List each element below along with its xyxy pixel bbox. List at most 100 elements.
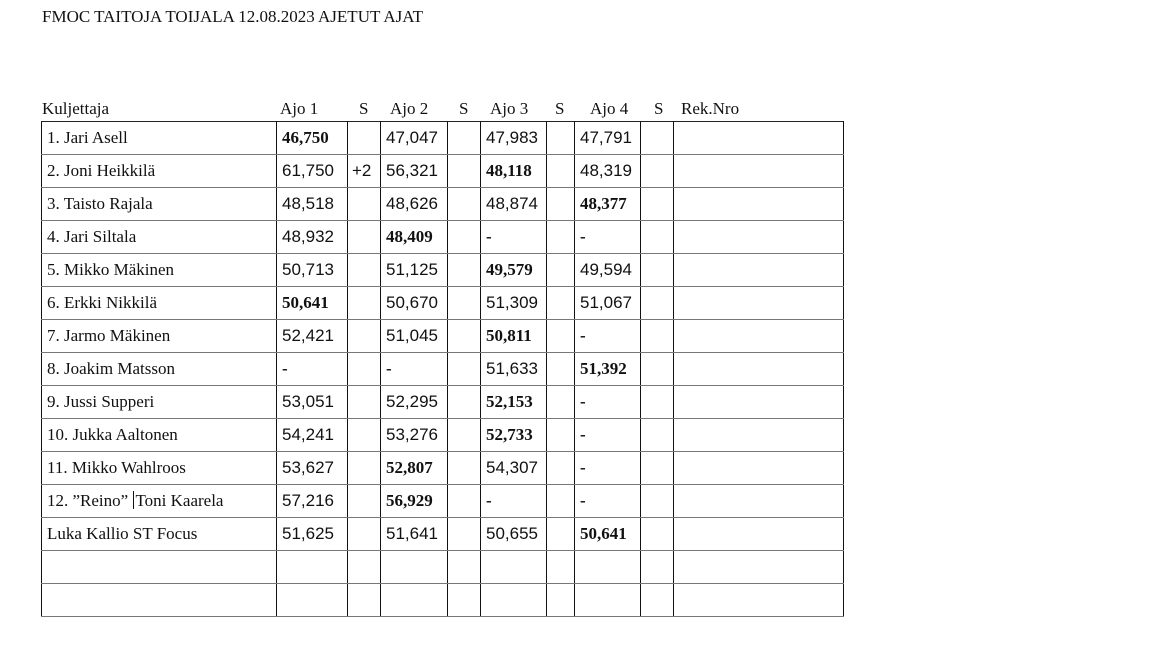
ajo-1-cell[interactable]: 57,216	[276, 484, 348, 518]
s-2-cell[interactable]	[447, 154, 481, 188]
ajo-3-cell[interactable]: 52,153	[480, 385, 547, 419]
ajo-3-cell[interactable]: 50,811	[480, 319, 547, 353]
s-1-cell[interactable]	[347, 220, 381, 254]
ajo-2-cell[interactable]: 51,641	[380, 517, 448, 551]
s-2-cell[interactable]	[447, 484, 481, 518]
driver-cell[interactable]	[41, 550, 277, 584]
s-3-cell[interactable]	[546, 583, 575, 617]
ajo-3-cell[interactable]	[480, 550, 547, 584]
ajo-3-cell[interactable]: 50,655	[480, 517, 547, 551]
ajo-4-cell[interactable]: 48,377	[574, 187, 641, 221]
s-2-cell[interactable]	[447, 550, 481, 584]
rek-nro-cell[interactable]	[673, 418, 844, 452]
ajo-1-cell[interactable]: 51,625	[276, 517, 348, 551]
s-4-cell[interactable]	[640, 550, 674, 584]
s-2-cell[interactable]	[447, 517, 481, 551]
s-4-cell[interactable]	[640, 154, 674, 188]
s-4-cell[interactable]	[640, 385, 674, 419]
ajo-3-cell[interactable]	[480, 583, 547, 617]
s-2-cell[interactable]	[447, 286, 481, 320]
s-3-cell[interactable]	[546, 121, 575, 155]
ajo-3-cell[interactable]: 54,307	[480, 451, 547, 485]
ajo-1-cell[interactable]: 61,750	[276, 154, 348, 188]
ajo-4-cell[interactable]: 51,067	[574, 286, 641, 320]
driver-cell[interactable]: 10. Jukka Aaltonen	[41, 418, 277, 452]
ajo-4-cell[interactable]	[574, 550, 641, 584]
ajo-3-cell[interactable]: 52,733	[480, 418, 547, 452]
ajo-3-cell[interactable]: 51,309	[480, 286, 547, 320]
s-1-cell[interactable]	[347, 352, 381, 386]
s-4-cell[interactable]	[640, 517, 674, 551]
rek-nro-cell[interactable]	[673, 154, 844, 188]
ajo-4-cell[interactable]: -	[574, 418, 641, 452]
ajo-1-cell[interactable]: 50,713	[276, 253, 348, 287]
s-3-cell[interactable]	[546, 550, 575, 584]
ajo-1-cell[interactable]: 54,241	[276, 418, 348, 452]
s-3-cell[interactable]	[546, 517, 575, 551]
s-1-cell[interactable]	[347, 517, 381, 551]
s-1-cell[interactable]	[347, 319, 381, 353]
ajo-1-cell[interactable]: -	[276, 352, 348, 386]
ajo-1-cell[interactable]: 50,641	[276, 286, 348, 320]
s-3-cell[interactable]	[546, 154, 575, 188]
s-2-cell[interactable]	[447, 418, 481, 452]
driver-cell[interactable]: 4. Jari Siltala	[41, 220, 277, 254]
ajo-1-cell[interactable]: 53,051	[276, 385, 348, 419]
s-1-cell[interactable]	[347, 484, 381, 518]
s-3-cell[interactable]	[546, 286, 575, 320]
s-1-cell[interactable]	[347, 385, 381, 419]
ajo-4-cell[interactable]: -	[574, 451, 641, 485]
ajo-2-cell[interactable]: 56,929	[380, 484, 448, 518]
ajo-4-cell[interactable]: -	[574, 385, 641, 419]
ajo-4-cell[interactable]: -	[574, 484, 641, 518]
rek-nro-cell[interactable]	[673, 187, 844, 221]
rek-nro-cell[interactable]	[673, 385, 844, 419]
s-2-cell[interactable]	[447, 451, 481, 485]
ajo-3-cell[interactable]: 51,633	[480, 352, 547, 386]
s-4-cell[interactable]	[640, 187, 674, 221]
s-2-cell[interactable]	[447, 253, 481, 287]
ajo-1-cell[interactable]	[276, 583, 348, 617]
driver-cell[interactable]: 3. Taisto Rajala	[41, 187, 277, 221]
s-2-cell[interactable]	[447, 319, 481, 353]
ajo-4-cell[interactable]: -	[574, 220, 641, 254]
driver-cell[interactable]: 7. Jarmo Mäkinen	[41, 319, 277, 353]
ajo-3-cell[interactable]: -	[480, 220, 547, 254]
s-1-cell[interactable]	[347, 253, 381, 287]
ajo-3-cell[interactable]: -	[480, 484, 547, 518]
s-4-cell[interactable]	[640, 352, 674, 386]
rek-nro-cell[interactable]	[673, 253, 844, 287]
rek-nro-cell[interactable]	[673, 583, 844, 617]
driver-cell[interactable]: 6. Erkki Nikkilä	[41, 286, 277, 320]
rek-nro-cell[interactable]	[673, 517, 844, 551]
ajo-3-cell[interactable]: 47,983	[480, 121, 547, 155]
s-3-cell[interactable]	[546, 484, 575, 518]
ajo-2-cell[interactable]: 48,409	[380, 220, 448, 254]
ajo-2-cell[interactable]: 47,047	[380, 121, 448, 155]
s-4-cell[interactable]	[640, 451, 674, 485]
ajo-3-cell[interactable]: 49,579	[480, 253, 547, 287]
s-2-cell[interactable]	[447, 583, 481, 617]
ajo-2-cell[interactable]: -	[380, 352, 448, 386]
ajo-2-cell[interactable]: 56,321	[380, 154, 448, 188]
ajo-4-cell[interactable]: 47,791	[574, 121, 641, 155]
s-2-cell[interactable]	[447, 187, 481, 221]
s-1-cell[interactable]	[347, 418, 381, 452]
s-2-cell[interactable]	[447, 352, 481, 386]
ajo-2-cell[interactable]: 48,626	[380, 187, 448, 221]
driver-cell[interactable]: 11. Mikko Wahlroos	[41, 451, 277, 485]
s-3-cell[interactable]	[546, 451, 575, 485]
ajo-1-cell[interactable]: 52,421	[276, 319, 348, 353]
ajo-2-cell[interactable]: 52,807	[380, 451, 448, 485]
s-3-cell[interactable]	[546, 385, 575, 419]
ajo-2-cell[interactable]	[380, 550, 448, 584]
s-4-cell[interactable]	[640, 220, 674, 254]
driver-cell[interactable]: 5. Mikko Mäkinen	[41, 253, 277, 287]
ajo-1-cell[interactable]: 48,518	[276, 187, 348, 221]
s-4-cell[interactable]	[640, 253, 674, 287]
driver-cell[interactable]: 9. Jussi Supperi	[41, 385, 277, 419]
ajo-1-cell[interactable]	[276, 550, 348, 584]
ajo-3-cell[interactable]: 48,118	[480, 154, 547, 188]
ajo-1-cell[interactable]: 48,932	[276, 220, 348, 254]
s-1-cell[interactable]	[347, 583, 381, 617]
